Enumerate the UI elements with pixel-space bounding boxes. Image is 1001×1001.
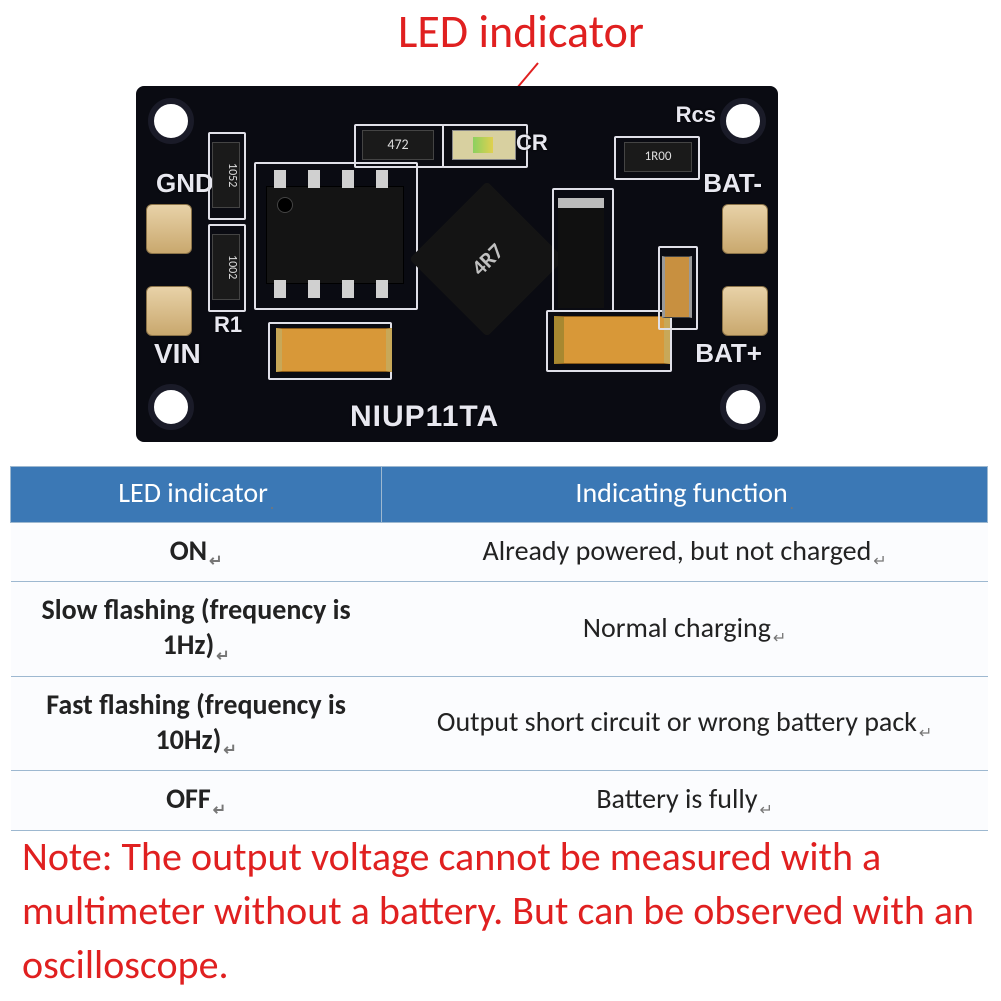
callout-label: LED indicator [398, 4, 644, 60]
pad-batminus [722, 204, 768, 254]
silk-r1: R1 [214, 312, 242, 338]
table-row: OFF↵ Battery is fully↵ [11, 771, 988, 831]
r1052: 1052 [212, 142, 240, 208]
cap-right-outline [546, 310, 672, 372]
silk-model: NIUP11TA [350, 400, 499, 434]
r472: 472 [362, 130, 434, 160]
table-row: Fast flashing (frequency is 10Hz)↵ Outpu… [11, 676, 988, 771]
led-chip [452, 130, 516, 160]
pad-gnd [146, 204, 192, 254]
mount-hole-bl [148, 384, 194, 430]
inductor: 4R7 [409, 181, 565, 337]
mount-hole-tl [148, 98, 194, 144]
table-header-fn: Indicating function. [382, 467, 988, 523]
rcs-val: 1R00 [624, 142, 692, 172]
ic-outline [254, 162, 418, 310]
silk-batminus: BAT- [703, 168, 762, 199]
note-text: Note: The output voltage cannot be measu… [22, 830, 982, 992]
table-row: Slow flashing (frequency is 1Hz)↵ Normal… [11, 582, 988, 677]
table-header-led: LED indicator. [11, 467, 382, 523]
mount-hole-tr [720, 98, 766, 144]
table-row: ON↵ Already powered, but not charged↵ [11, 522, 988, 582]
silk-batplus: BAT+ [695, 338, 762, 369]
cap-sm [662, 256, 692, 318]
pcb-board: GND VIN BAT- BAT+ Rcs 1052 1002 R1 472 C… [136, 86, 778, 442]
pad-vin [146, 286, 192, 336]
silk-cr: CR [516, 130, 548, 156]
diode [558, 198, 604, 308]
r1002: 1002 [212, 234, 240, 300]
silk-vin: VIN [154, 338, 201, 370]
silk-rcs: Rcs [676, 102, 716, 128]
led-indicator-table: LED indicator. Indicating function. ON↵ … [10, 466, 988, 831]
pad-batplus [722, 286, 768, 336]
mount-hole-br [720, 384, 766, 430]
silk-gnd: GND [156, 168, 214, 199]
cap-bot [276, 328, 392, 372]
